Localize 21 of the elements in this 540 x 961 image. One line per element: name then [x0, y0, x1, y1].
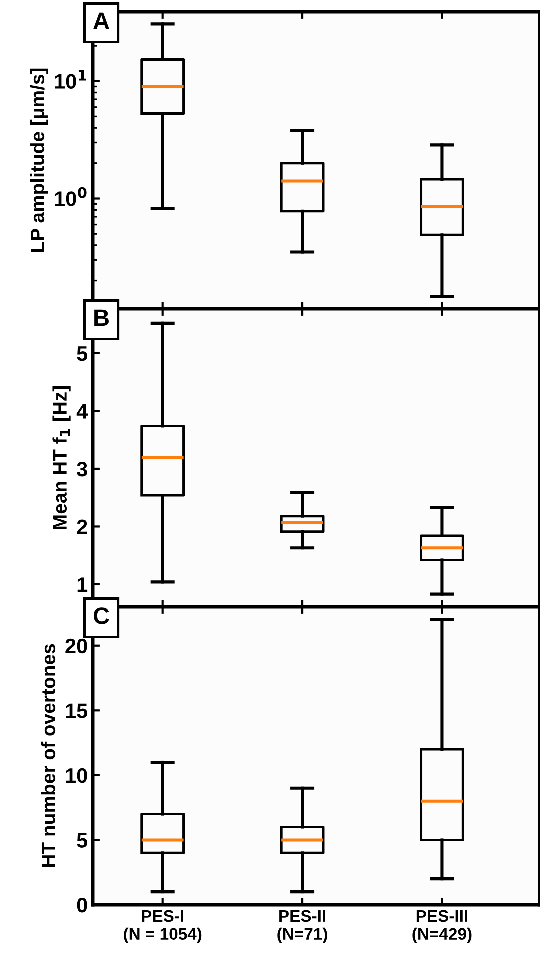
y-tick-label: 1	[78, 578, 88, 592]
y-axis-title: HT number of overtones	[41, 644, 56, 868]
y-tick-label: 10$^{0}$	[55, 187, 87, 206]
x-tick-label: PES-III (N=429)	[412, 910, 472, 944]
y-axis-title: Mean HT f$_{1}$ [Hz]	[52, 386, 71, 530]
y-tick-label: 0	[77, 898, 88, 913]
y-tick-label: 15	[66, 704, 88, 718]
y-tick-label: 5	[77, 346, 88, 362]
y-tick-label: 3	[77, 462, 88, 477]
y-tick-label: 10$^{1}$	[55, 70, 86, 89]
chart-title: C	[94, 608, 110, 624]
y-axis-title: LP amplitude [μm/s]	[30, 68, 48, 252]
x-tick-label: PES-II (N=71)	[278, 910, 328, 944]
y-tick-label: 4	[76, 404, 88, 419]
chart-title: A	[94, 12, 110, 30]
x-tick-label: PES-I (N = 1054)	[124, 910, 202, 944]
y-tick-label: 20	[66, 638, 88, 654]
y-tick-label: 10	[66, 768, 88, 784]
chart-title: B	[94, 310, 109, 326]
y-tick-label: 5	[77, 833, 88, 848]
y-tick-label: 2	[77, 520, 88, 534]
